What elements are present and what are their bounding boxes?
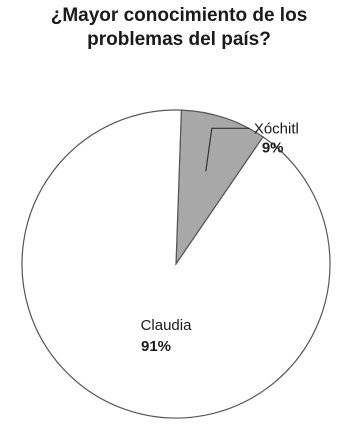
chart-title: ¿Mayor conocimiento de los problemas del… bbox=[0, 4, 358, 52]
slice-xochitl bbox=[175, 109, 264, 267]
label-xochitl-name: Xóchitl bbox=[254, 120, 299, 137]
chart-title-line-2: problemas del país? bbox=[87, 29, 271, 50]
slice-claudia bbox=[21, 109, 331, 419]
xochitl-leader-line bbox=[205, 127, 250, 172]
label-claudia-value: 91% bbox=[141, 338, 171, 355]
label-xochitl-value: 9% bbox=[262, 139, 284, 156]
chart-title-line-1: ¿Mayor conocimiento de los bbox=[50, 5, 308, 26]
label-claudia-name: Claudia bbox=[141, 317, 193, 334]
